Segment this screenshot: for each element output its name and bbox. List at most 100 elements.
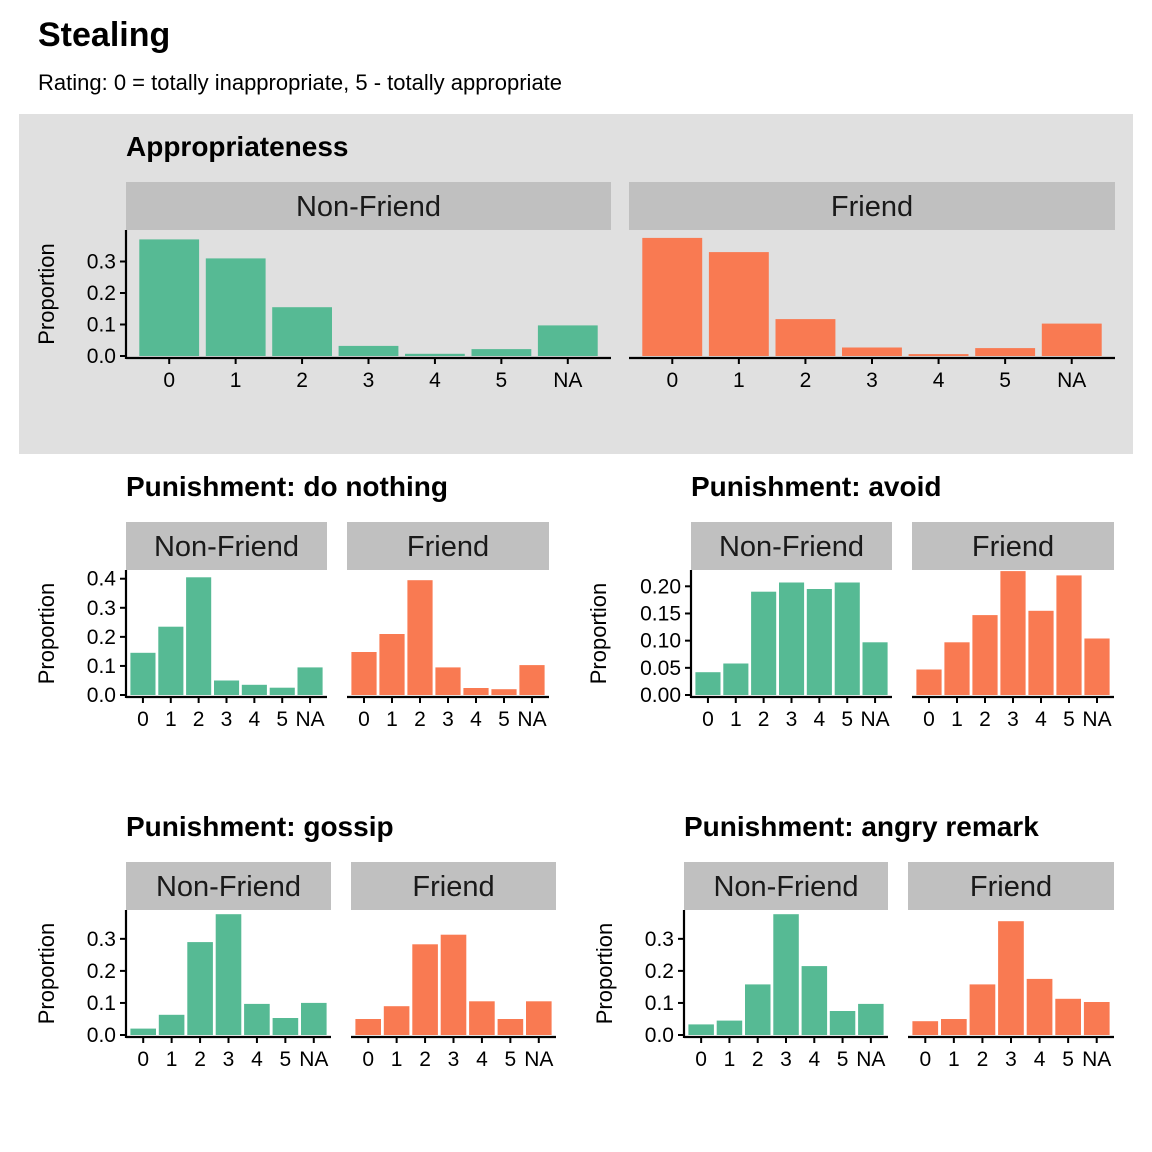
x-tick-label: 3: [448, 1048, 460, 1071]
y-tick-label: 0.3: [645, 928, 674, 951]
facet-strip-label: Friend: [407, 531, 489, 563]
bar-do-nothing-non-friend-na: [297, 667, 323, 695]
panel-title: Appropriateness: [126, 131, 349, 162]
x-tick-label: 2: [194, 1048, 206, 1071]
x-tick-label: 0: [666, 369, 678, 392]
bar-do-nothing-friend-4: [463, 688, 489, 695]
panel-angry-remark: Punishment: angry remark Proportion Non-Fr…: [592, 811, 1114, 1071]
bar-angry-remark-non-friend-2: [745, 984, 771, 1035]
bar-angry-remark-non-friend-5: [829, 1011, 856, 1035]
bar-angry-remark-friend-na: [1083, 1002, 1110, 1035]
y-tick-label: 0.3: [87, 251, 116, 274]
x-tick-label: 5: [498, 708, 510, 731]
x-tick-label: 5: [841, 708, 853, 731]
bar-gossip-non-friend-1: [158, 1014, 185, 1035]
y-tick-label: 0.10: [640, 630, 681, 653]
bar-do-nothing-friend-3: [435, 667, 461, 695]
facet-strip-label: Non-Friend: [154, 531, 299, 563]
y-tick-label: 0.05: [640, 657, 681, 680]
panel-do-nothing: Punishment: do nothing Proportion Non-Frie…: [34, 471, 549, 731]
x-tick-label: 4: [1035, 708, 1047, 731]
bar-appropriateness-friend-0: [642, 237, 703, 356]
facet-non-friend: Non-Friend 0 1 2 3 4 5 NA: [126, 862, 331, 1071]
y-tick-label: 0.2: [645, 960, 674, 983]
bar-avoid-non-friend-na: [862, 642, 888, 695]
bar-angry-remark-non-friend-0: [688, 1024, 714, 1035]
facet-strip: [126, 862, 331, 910]
bar-avoid-friend-4: [1028, 610, 1054, 695]
bar-avoid-friend-3: [1000, 571, 1026, 695]
x-tick-label: 5: [280, 1048, 292, 1071]
y-tick-label: 0.1: [87, 655, 116, 678]
x-tick-label: 0: [695, 1048, 707, 1071]
bar-gossip-friend-3: [440, 934, 467, 1035]
y-axis-label: Proportion: [592, 923, 617, 1025]
x-tick-label: 2: [193, 708, 205, 731]
facet-friend: Friend 0 1 2 3 4 5 NA: [908, 862, 1114, 1071]
y-tick-label: 0.0: [87, 684, 116, 707]
bar-do-nothing-friend-5: [491, 689, 517, 695]
bar-gossip-non-friend-5: [272, 1018, 299, 1035]
x-tick-label: NA: [1057, 369, 1086, 392]
facet-strip-label: Non-Friend: [296, 191, 441, 223]
bar-avoid-non-friend-4: [806, 589, 832, 695]
x-tick-label: 3: [866, 369, 878, 392]
x-tick-label: 0: [137, 1048, 149, 1071]
x-tick-label: 3: [223, 1048, 235, 1071]
x-tick-label: 1: [724, 1048, 736, 1071]
bar-do-nothing-friend-0: [351, 652, 377, 695]
x-tick-label: 1: [730, 708, 742, 731]
bar-appropriateness-friend-5: [975, 348, 1036, 356]
y-tick-label: 0.15: [640, 602, 681, 625]
panel-title: Punishment: do nothing: [126, 471, 448, 502]
bar-do-nothing-non-friend-3: [214, 680, 240, 695]
panel-title: Punishment: gossip: [126, 811, 394, 842]
facet-strip: [691, 522, 892, 570]
bar-appropriateness-non-friend-0: [139, 239, 200, 356]
y-tick-label: 0.0: [645, 1024, 674, 1047]
facet-strip-label: Non-Friend: [713, 871, 858, 903]
x-tick-label: 1: [165, 708, 177, 731]
bar-appropriateness-friend-2: [775, 319, 836, 356]
x-tick-label: NA: [524, 1048, 553, 1071]
bar-angry-remark-friend-2: [969, 984, 996, 1035]
bar-appropriateness-friend-1: [708, 252, 769, 356]
bar-angry-remark-friend-5: [1055, 998, 1081, 1035]
y-tick-label: 0.20: [640, 575, 681, 598]
x-tick-label: 2: [752, 1048, 764, 1071]
bar-do-nothing-friend-na: [519, 665, 545, 695]
bar-do-nothing-non-friend-2: [186, 577, 212, 695]
bar-do-nothing-non-friend-1: [158, 626, 184, 695]
y-axis-label: Proportion: [34, 583, 59, 685]
bar-angry-remark-friend-0: [912, 1021, 939, 1035]
x-tick-label: NA: [299, 1048, 328, 1071]
x-tick-label: NA: [1082, 1048, 1111, 1071]
y-axis-label: Proportion: [34, 923, 59, 1025]
y-axis-label: Proportion: [586, 583, 611, 685]
bar-appropriateness-non-friend-3: [338, 345, 399, 356]
x-tick-label: 3: [221, 708, 233, 731]
y-tick-label: 0.2: [87, 282, 116, 305]
x-tick-label: 4: [814, 708, 826, 731]
bar-do-nothing-non-friend-5: [269, 687, 295, 695]
x-tick-label: 5: [837, 1048, 849, 1071]
bar-avoid-non-friend-5: [834, 582, 860, 695]
x-tick-label: 1: [166, 1048, 178, 1071]
facet-strip: [912, 522, 1114, 570]
facet-strip-label: Friend: [972, 531, 1054, 563]
x-tick-label: 1: [230, 369, 242, 392]
bar-gossip-non-friend-4: [244, 1003, 270, 1035]
facet-non-friend: Non-Friend 0 1 2 3 4 5 NA: [691, 522, 892, 731]
x-tick-label: 2: [758, 708, 770, 731]
facet-strip: [908, 862, 1114, 910]
bar-appropriateness-friend-3: [842, 347, 902, 356]
x-tick-label: 4: [429, 369, 441, 392]
facet-strip-label: Non-Friend: [719, 531, 864, 563]
x-tick-label: 5: [999, 369, 1011, 392]
x-tick-label: 2: [977, 1048, 989, 1071]
facet-strip: [629, 182, 1115, 230]
bar-avoid-non-friend-3: [779, 582, 805, 695]
bar-avoid-non-friend-0: [695, 672, 721, 695]
